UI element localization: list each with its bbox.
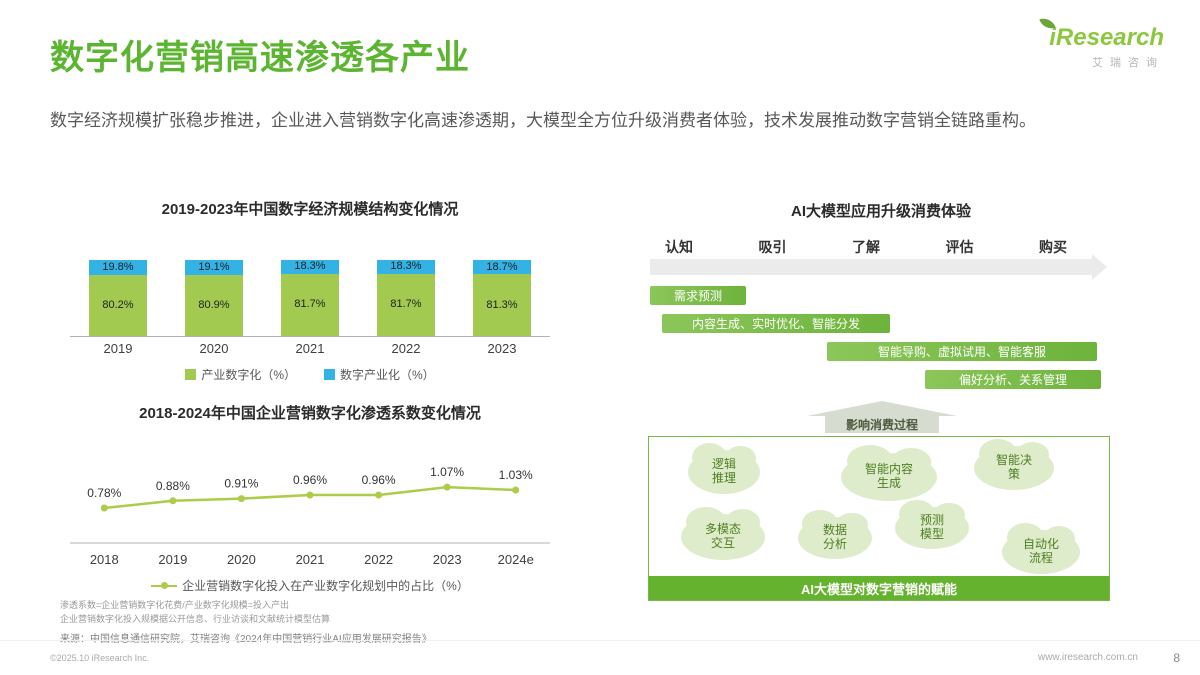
capability-cloud: 多模态 交互 [681,506,765,560]
bar-2020: 19.1% 80.9% [185,260,243,336]
bar-segment-digital-industrialization: 19.8% [89,260,147,275]
line-x-label: 2023 [432,552,462,567]
legend-swatch-icon [324,369,335,380]
up-arrow-head-icon [807,401,957,416]
funnel-stage: 吸引 [758,239,787,255]
line-marker-icon [151,582,178,589]
bar-2021: 18.3% 81.7% [281,260,339,336]
bar-2023: 18.7% 81.3% [473,260,531,336]
legend-item: 数字产业化（%） [324,366,435,383]
bar-segment-industry-digitalization: 81.3% [473,274,531,336]
line-x-label: 2021 [295,552,325,567]
bar-x-label: 2021 [295,341,325,356]
capability-cloud: 智能内容 生成 [841,445,937,501]
up-arrow-label: 影响消费过程 [825,416,939,433]
capability-bar: 需求预测 [650,286,746,305]
footnote-line: 渗透系数=企业营销数字化花费/产业数字化规模=投入产出 [60,600,290,610]
svg-text:0.78%: 0.78% [87,486,121,500]
ai-box-caption: AI大模型对数字营销的赋能 [649,576,1109,600]
website-link[interactable]: www.iresearch.com.cn [1037,652,1138,663]
funnel-arrow-head-icon [1092,254,1107,280]
page-title: 数字化营销高速渗透各产业 [50,39,470,77]
capability-cloud: 预测 模型 [895,500,969,549]
svg-text:1.07%: 1.07% [430,465,464,479]
svg-text:0.88%: 0.88% [156,479,190,493]
capability-cloud: 逻辑 推理 [688,442,760,494]
iresearch-logo-cn: 艾瑞咨询 [1092,57,1164,69]
svg-text:0.91%: 0.91% [224,477,258,491]
line-legend-label: 企业营销数字化投入在产业数字化规划中的占比（%） [182,579,469,593]
legend-swatch-icon [185,369,197,380]
bar-segment-industry-digitalization: 80.2% [89,275,147,336]
funnel-stage: 评估 [945,239,974,255]
bar-2022: 18.3% 81.7% [377,260,435,336]
bar-segment-industry-digitalization: 81.7% [377,273,435,336]
bar-segment-digital-industrialization: 18.3% [281,260,339,274]
line-chart-x-axis: 2018 2019 2020 2021 2022 2023 2024e [70,552,550,567]
capability-cloud: 数据 分析 [798,510,872,559]
ai-capability-box: 逻辑 推理 智能内容 生成 智能决 策多模态 交互 数据 分析 预测 模型 自动化 流程 … [648,436,1110,601]
page-subtitle: 数字经济规模扩张稳步推进，企业进入营销数字化高速渗透期，大模型全方位升级消费者体… [50,111,1036,130]
bar-x-label: 2023 [487,341,517,356]
line-chart-title: 2018-2024年中国企业营销数字化渗透系数变化情况 [139,405,481,422]
capability-clouds: 逻辑 推理 智能内容 生成 智能决 策多模态 交互 数据 分析 预测 模型 自动化 流程 [649,437,1109,600]
bar-chart-x-axis: 2019 2020 2021 2022 2023 [70,341,550,356]
page-number: 8 [1173,651,1180,665]
right-panel: AI大模型应用升级消费体验 认知 吸引 了解 评估 购买 需求预测内容生成、实时优化、智… [640,195,1122,607]
footnotes: 渗透系数=企业营销数字化花费/产业数字化规模=投入产出 企业营销数字化投入规模据… [60,598,330,627]
svg-text:1.03%: 1.03% [499,468,533,482]
capability-bars: 需求预测内容生成、实时优化、智能分发智能导购、虚拟试用、智能客服偏好分析、关系管… [640,195,1122,607]
line-x-label: 2019 [158,552,188,567]
legend-item: 企业营销数字化投入在产业数字化规划中的占比（%） [151,577,469,594]
bar-segment-digital-industrialization: 18.7% [473,260,531,275]
capability-bar: 内容生成、实时优化、智能分发 [662,314,890,333]
line-x-label: 2022 [364,552,394,567]
bar-chart-legend: 产业数字化（%） 数字产业化（%） [60,366,560,383]
bar-segment-digital-industrialization: 18.3% [377,260,435,274]
funnel-arrow [650,259,1092,275]
svg-text:0.96%: 0.96% [293,473,327,487]
bar-2019: 19.8% 80.2% [89,260,147,336]
legend-item: 产业数字化（%） [185,366,296,383]
capability-bar: 偏好分析、关系管理 [925,370,1101,389]
source-note: 来源：中国信息通信研究院，艾瑞咨询《2024年中国营销行业AI应用发展研究报告》 [60,634,432,645]
line-chart-legend: 企业营销数字化投入在产业数字化规划中的占比（%） [60,577,560,594]
bar-segment-industry-digitalization: 80.9% [185,274,243,336]
bar-x-label: 2022 [391,341,421,356]
capability-cloud: 自动化 流程 [1002,522,1080,574]
line-x-label: 2020 [226,552,256,567]
svg-text:0.96%: 0.96% [362,473,396,487]
funnel-stage: 认知 [665,239,693,255]
bar-x-label: 2020 [199,341,229,356]
iresearch-logo-text: iResearch [1039,15,1164,52]
right-panel-title: AI大模型应用升级消费体验 [790,203,971,220]
funnel-stage: 购买 [1039,239,1067,255]
bar-chart-title: 2019-2023年中国数字经济规模结构变化情况 [161,201,459,218]
line-x-label: 2024e [497,552,534,567]
copyright: ©2025.10 iResearch Inc. [50,653,150,663]
funnel-stage: 了解 [852,239,880,255]
line-chart: 0.78% 0.88% 0.91% 0.96% 0.96% 1.07% 1.03% [70,465,550,544]
bar-segment-industry-digitalization: 81.7% [281,273,339,336]
iresearch-logo: iResearch 艾瑞咨询 [1039,15,1164,70]
consumer-funnel-stages: 认知 吸引 了解 评估 购买 [665,237,1067,257]
footer-divider [0,640,1200,641]
stacked-bar-chart: 19.8% 80.2% 19.1% 80.9% 18.3% 81.7% 18.3% 81.7%… [70,260,550,337]
left-column: 2019-2023年中国数字经济规模结构变化情况 19.8% 80.2% 19.1%… [60,190,560,660]
capability-bar: 智能导购、虚拟试用、智能客服 [827,342,1097,361]
footnote-line: 企业营销数字化投入规模据公开信息、行业访谈和文献统计模型估算 [60,614,331,625]
capability-cloud: 智能决 策 [974,438,1054,490]
line-x-label: 2018 [89,552,119,567]
bar-segment-digital-industrialization: 19.1% [185,260,243,275]
bar-x-label: 2019 [103,341,133,356]
up-arrow: 影响消费过程 [807,401,957,433]
